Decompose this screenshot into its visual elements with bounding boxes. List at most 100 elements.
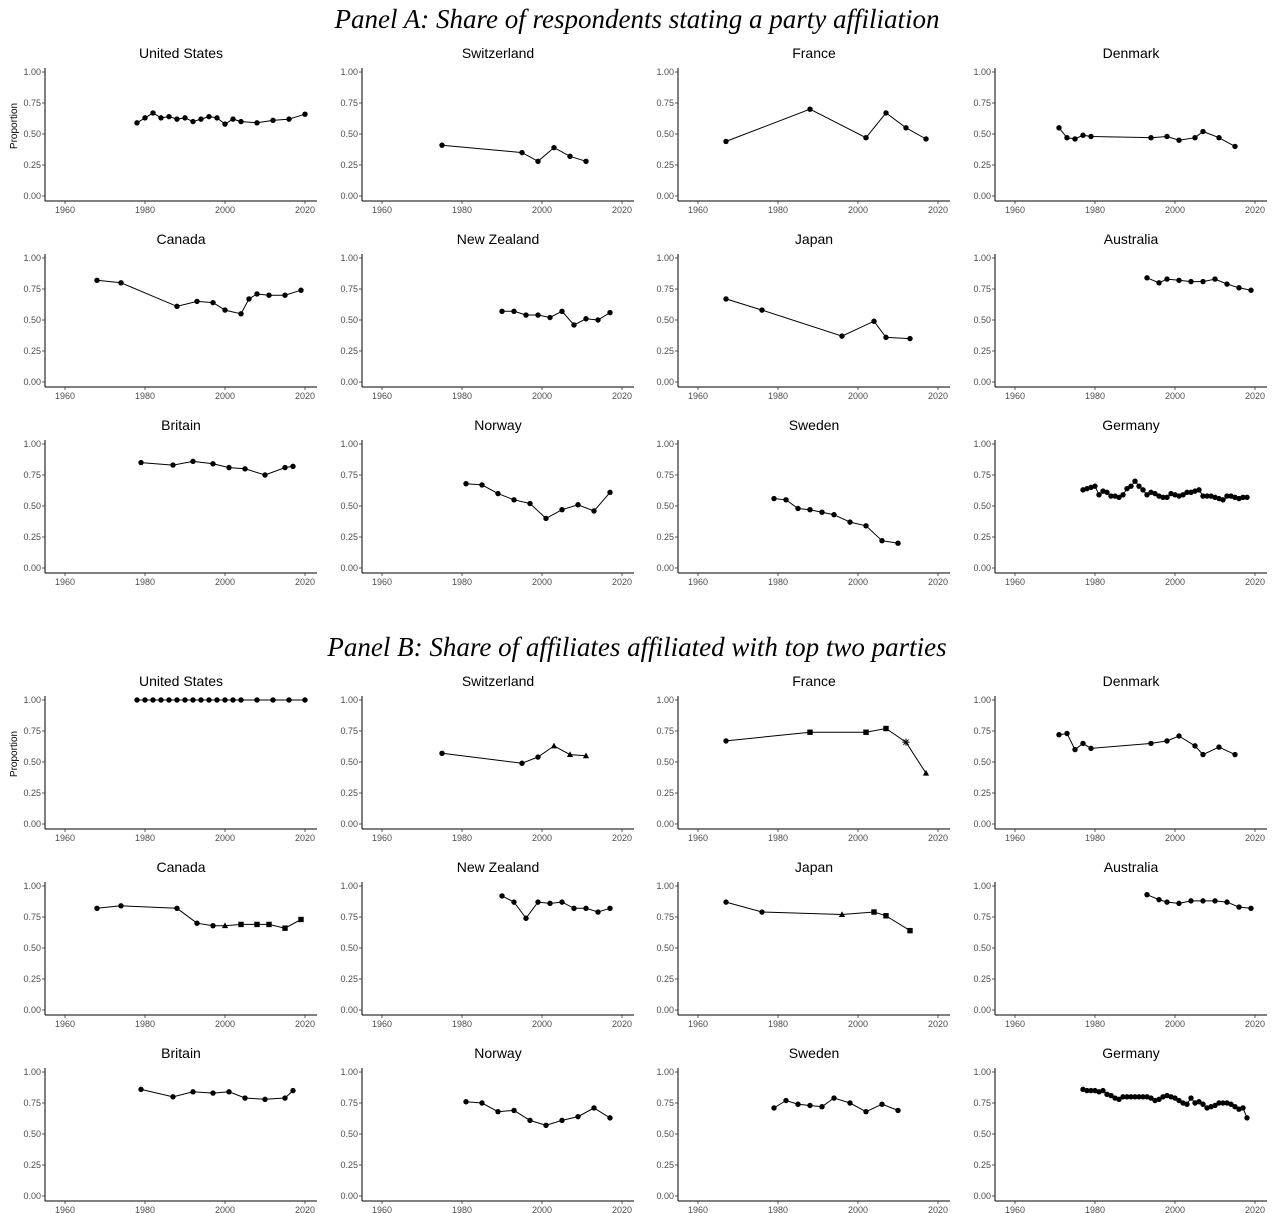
facet-canada: Canada 0.00 0.25 0.50 0.75 1.00 1960 1980 2000 20… — [23, 859, 317, 1029]
y-tick-label: 1.00 — [656, 439, 674, 449]
data-point — [1176, 1097, 1182, 1104]
data-point — [1184, 1101, 1190, 1107]
y-tick-label: 0.25 — [340, 160, 358, 170]
x-tick-label: 2020 — [1245, 1019, 1265, 1029]
facet-title: Britain — [161, 417, 201, 433]
x-tick-label: 2000 — [1165, 577, 1185, 587]
facet-title: France — [792, 673, 836, 689]
x-tick-label: 1960 — [55, 205, 75, 215]
data-point — [1212, 898, 1218, 904]
y-tick-label: 0.25 — [973, 160, 991, 170]
x-tick-label: 1960 — [372, 577, 392, 587]
y-tick-label: 0.50 — [23, 129, 41, 139]
y-tick-label: 0.75 — [340, 470, 358, 480]
data-point — [222, 307, 228, 313]
data-point — [523, 312, 529, 318]
x-tick-label: 1960 — [55, 577, 75, 587]
facet-title: Switzerland — [462, 673, 534, 689]
data-point — [1128, 1094, 1134, 1100]
data-point — [879, 538, 885, 544]
x-tick-label: 1980 — [768, 391, 788, 401]
y-tick-label: 1.00 — [973, 67, 991, 77]
data-point — [298, 287, 304, 293]
y-tick-label: 0.75 — [973, 470, 991, 480]
data-point — [863, 135, 869, 141]
data-point — [863, 1108, 869, 1115]
y-tick-label: 0.50 — [340, 129, 358, 139]
x-tick-label: 1980 — [135, 577, 155, 587]
facet-sweden: Sweden 0.00 0.25 0.50 0.75 1.00 1960 1980 2000 20… — [656, 1045, 950, 1213]
x-tick-label: 1960 — [372, 1019, 392, 1029]
data-point — [895, 540, 901, 546]
data-point — [523, 915, 529, 921]
data-point — [206, 113, 212, 120]
data-point — [511, 1107, 517, 1114]
facet-title: Canada — [156, 231, 205, 247]
x-tick-label: 2020 — [1245, 391, 1265, 401]
x-tick-label: 2020 — [612, 391, 632, 401]
data-point — [286, 697, 292, 703]
x-tick-label: 1960 — [55, 1205, 75, 1213]
x-tick-label: 2000 — [1165, 1205, 1185, 1213]
y-tick-label: 0.50 — [656, 501, 674, 511]
x-tick-label: 1960 — [372, 1205, 392, 1213]
data-point — [1232, 1104, 1238, 1110]
y-tick-label: 0.50 — [340, 1129, 358, 1139]
data-point — [282, 292, 288, 298]
data-point — [290, 1087, 296, 1094]
data-point — [1164, 276, 1170, 282]
data-point — [238, 118, 244, 125]
data-point — [839, 333, 845, 339]
data-point — [226, 1089, 232, 1095]
x-tick-label: 2020 — [295, 577, 315, 587]
panel-b-title: Panel B: Share of affiliates affiliated … — [326, 632, 946, 662]
x-tick-label: 2000 — [532, 1019, 552, 1029]
y-tick-label: 0.75 — [973, 726, 991, 736]
data-point — [575, 1113, 581, 1120]
data-point — [759, 307, 765, 313]
data-point — [182, 115, 188, 121]
x-tick-label: 2000 — [1165, 1019, 1185, 1029]
data-point — [1240, 1105, 1246, 1111]
x-tick-label: 1980 — [135, 1205, 155, 1213]
data-point — [807, 507, 813, 513]
data-point — [1192, 135, 1198, 141]
series-line — [773, 498, 899, 544]
x-tick-label: 1960 — [55, 391, 75, 401]
y-tick-label: 1.00 — [23, 881, 41, 891]
data-point — [142, 115, 148, 121]
facet-denmark: Denmark 0.00 0.25 0.50 0.75 1.00 1960 1980 2000 2… — [973, 45, 1267, 215]
data-point — [595, 909, 601, 915]
series-line — [441, 745, 587, 764]
y-tick-label: 0.25 — [656, 974, 674, 984]
y-tick-label: 0.25 — [23, 788, 41, 798]
facet-japan: Japan 0.00 0.25 0.50 0.75 1.00 1960 1980 2000 202… — [656, 859, 950, 1029]
data-point — [583, 316, 589, 322]
facet-title: Japan — [795, 231, 833, 247]
facet-france: France 0.00 0.25 0.50 0.75 1.00 1960 1980 2000 20… — [656, 45, 950, 215]
y-tick-label: 0.75 — [23, 470, 41, 480]
data-point — [583, 905, 589, 912]
y-tick-label: 0.00 — [340, 819, 358, 829]
y-tick-label: 0.75 — [656, 912, 674, 922]
x-tick-label: 2000 — [848, 1019, 868, 1029]
y-tick-label: 0.00 — [23, 1005, 41, 1015]
data-point — [266, 292, 272, 298]
data-point-stroke-3 — [903, 739, 909, 746]
data-point — [1196, 487, 1202, 493]
data-point — [922, 769, 930, 776]
y-tick-label: 0.75 — [340, 726, 358, 736]
data-point — [1188, 1095, 1194, 1101]
x-tick-label: 2000 — [532, 577, 552, 587]
facet-australia: Australia 0.00 0.25 0.50 0.75 1.00 1960 1980 200… — [973, 231, 1267, 401]
y-tick-label: 0.25 — [656, 346, 674, 356]
facet-title: Denmark — [1103, 45, 1161, 61]
y-tick-label: 0.25 — [340, 532, 358, 542]
data-point — [902, 738, 910, 746]
data-point — [1192, 743, 1198, 749]
data-point — [174, 905, 180, 912]
facet-title: Norway — [474, 417, 521, 433]
y-tick-label: 0.50 — [340, 315, 358, 325]
data-point — [1232, 143, 1238, 150]
data-point — [1164, 133, 1170, 140]
